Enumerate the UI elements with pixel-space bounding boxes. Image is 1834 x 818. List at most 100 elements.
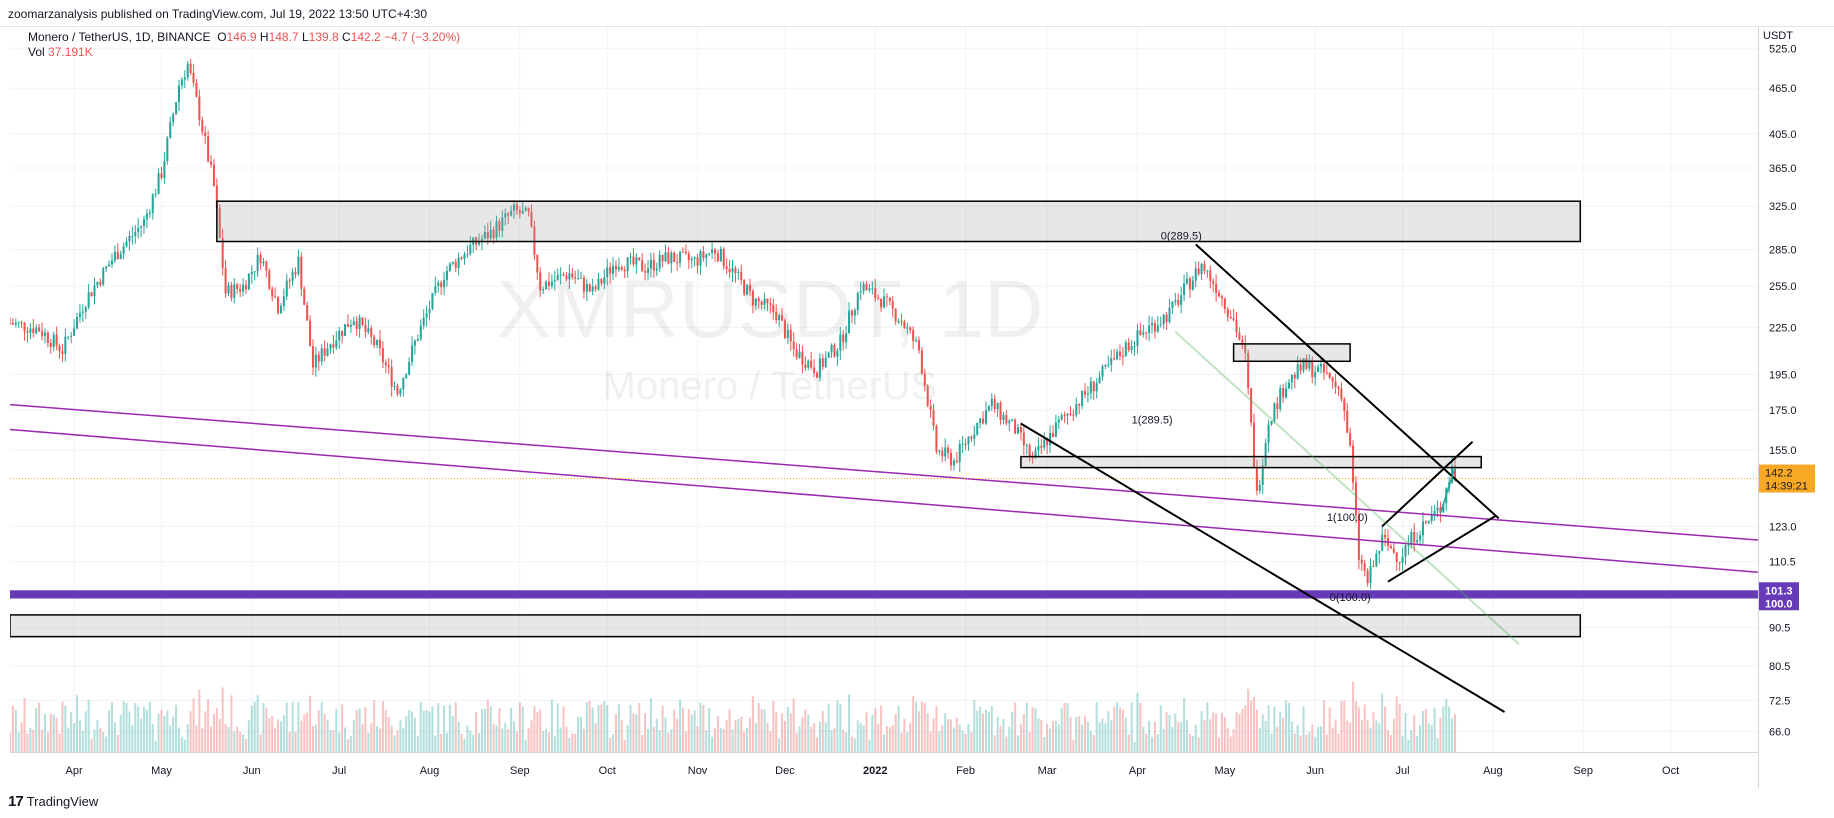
supply-demand-zone — [216, 200, 1582, 243]
candle-body — [973, 434, 976, 439]
candle-body — [1302, 358, 1305, 371]
candle-body — [679, 251, 682, 263]
candle-body — [579, 277, 583, 279]
price-tick-label: 325.0 — [1769, 201, 1797, 213]
volume-bar — [947, 718, 950, 752]
candle-body — [314, 354, 317, 368]
candle-body — [119, 253, 122, 260]
candle-body — [1357, 515, 1360, 560]
volume-bar — [364, 706, 367, 752]
chart-area[interactable]: XMRUSDT, 1D Monero / TetherUS 0(289.5) 1(28… — [10, 27, 1758, 752]
volume-bar — [1069, 717, 1072, 752]
volume-bar — [1072, 739, 1075, 752]
volume-bar — [1025, 703, 1028, 752]
candle-body — [198, 96, 201, 121]
volume-bar — [1349, 722, 1352, 752]
fib-annotation: 0(100.0) — [1330, 592, 1371, 604]
volume-bar — [35, 707, 38, 752]
volume-bar — [970, 731, 973, 752]
candle-body — [845, 333, 848, 343]
candle-body — [163, 161, 166, 178]
volume-bar — [413, 717, 416, 752]
volume-bar — [480, 709, 483, 752]
volume-bar — [1209, 719, 1212, 752]
candle-body — [405, 374, 408, 379]
volume-bar — [478, 733, 481, 752]
volume-bar — [1363, 704, 1366, 752]
volume-bar — [20, 722, 23, 752]
candle-body — [1008, 421, 1011, 424]
candle-body — [649, 259, 652, 269]
volume-bar — [1337, 733, 1340, 752]
volume-bar — [93, 729, 96, 752]
volume-bar — [868, 740, 871, 752]
volume-bar — [346, 739, 349, 752]
volume-bar — [705, 730, 708, 752]
candle-body — [888, 297, 891, 302]
fib-annotation: 1(289.5) — [1132, 415, 1173, 427]
candle-body — [259, 254, 262, 264]
volume-bar — [332, 730, 335, 752]
candle-body — [489, 229, 492, 239]
volume-bar — [166, 710, 169, 752]
candle-body — [521, 210, 524, 214]
volume-bar — [259, 734, 262, 752]
candle-body — [134, 231, 137, 236]
volume-bar — [795, 732, 798, 752]
last-price-value: 142.2 — [1765, 468, 1793, 480]
volume-bar — [801, 717, 804, 752]
price-scale[interactable]: USDT 525.0 465.0 405.0 365.0 325.0 285.0 255.0 2… — [1758, 27, 1834, 788]
volume-bar — [32, 729, 35, 752]
time-tick-label: May — [151, 765, 172, 777]
candle-body — [553, 280, 556, 282]
candle-body — [355, 321, 358, 329]
volume-bar — [425, 710, 428, 752]
volume-bar — [1046, 723, 1049, 752]
price-tick-label: 255.0 — [1769, 281, 1797, 293]
volume-bar — [1302, 706, 1305, 752]
candle-body — [1360, 559, 1363, 564]
volume-bar — [1136, 692, 1139, 752]
volume-bar — [338, 732, 341, 752]
time-scale[interactable]: Apr May Jun Jul Aug Sep Oct Nov Dec 2022 Feb Mar Apr… — [10, 752, 1758, 789]
volume-bar — [748, 717, 752, 752]
volume-bar — [638, 702, 641, 752]
volume-bar — [349, 736, 352, 752]
volume-bar — [850, 736, 853, 752]
time-axis[interactable]: Apr May Jun Jul Aug Sep Oct Nov Dec 2022 Feb Mar Apr… — [10, 753, 1758, 789]
wedge-lower-line — [1387, 514, 1497, 583]
candle-body — [445, 270, 449, 280]
candle-body — [1354, 482, 1357, 516]
candle-body — [1075, 404, 1078, 415]
candle-body — [740, 272, 743, 281]
volume-bar — [1264, 721, 1267, 752]
time-tick-label: Jul — [1396, 765, 1410, 777]
candle-body — [428, 309, 431, 314]
tradingview-logo[interactable]: 17 TradingView — [8, 793, 98, 810]
volume-bar — [949, 719, 953, 752]
candle-body — [684, 251, 687, 254]
volume-bar — [320, 702, 323, 752]
volume-bar — [594, 723, 597, 752]
volume-bar — [1305, 734, 1308, 752]
volume-bar — [530, 720, 533, 752]
volume-bar — [154, 740, 157, 752]
volume-bar — [405, 716, 408, 752]
volume-bar — [632, 713, 635, 752]
volume-bar — [172, 716, 175, 752]
volume-bar — [99, 728, 102, 752]
candle-body — [609, 267, 612, 274]
candle-body — [1285, 388, 1288, 398]
volume-bar — [355, 709, 358, 752]
volume-bar — [553, 736, 556, 752]
volume-bar — [1343, 700, 1346, 752]
volume-bar — [78, 720, 81, 752]
candle-body — [882, 296, 886, 308]
volume-bar — [740, 716, 743, 752]
candle-body — [993, 398, 996, 410]
candle-body — [1305, 358, 1308, 369]
candle-body — [813, 367, 816, 373]
vol-label: Vol — [28, 45, 45, 59]
